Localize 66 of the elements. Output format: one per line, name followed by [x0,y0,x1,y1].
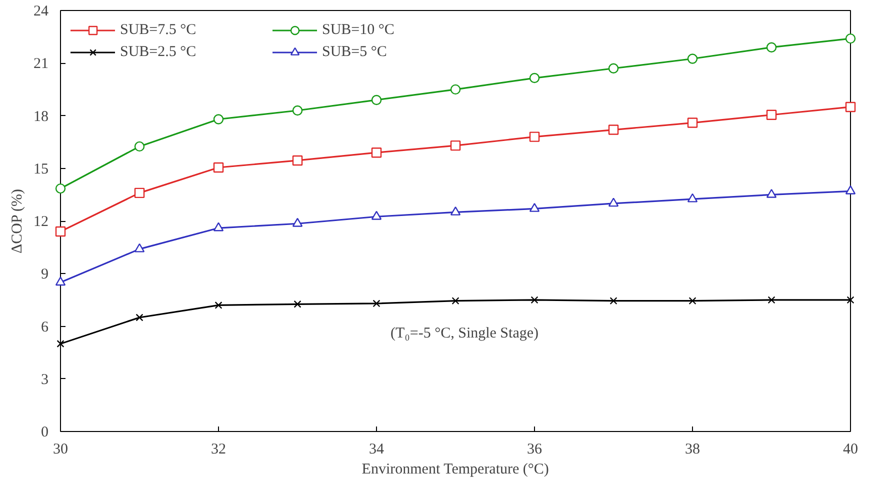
point [134,243,145,252]
point [845,33,856,44]
point [134,141,145,152]
point [845,185,856,194]
point [372,300,380,308]
point [529,202,540,212]
point [846,296,854,304]
x-tick-label: 38 [685,442,700,458]
y-tick-label: 18 [34,108,48,125]
point [608,124,619,135]
point [371,147,382,158]
x-tick-label: 32 [211,442,226,458]
point [214,301,222,309]
point [450,140,461,151]
point [136,314,144,322]
y-tick-label: 0 [41,424,48,440]
x-tick-label: 40 [843,442,858,458]
x-tick-label: 36 [527,442,542,458]
point [688,297,696,305]
point [292,105,303,116]
point [530,296,538,304]
y-tick-label: 21 [34,56,48,72]
point [687,54,698,64]
point [687,193,698,202]
point [768,296,776,304]
point [450,84,461,95]
y-tick-label: 9 [41,266,48,283]
x-tick-label: 30 [53,442,68,458]
point [56,340,64,348]
point [766,42,777,52]
point [134,188,145,198]
y-axis-title: ΔCOP (%) [10,189,26,254]
point [213,114,224,124]
y-tick-label: 3 [41,372,48,388]
point [294,300,302,308]
point [610,297,618,305]
x-axis-title: Environment Temperature (°C) [362,462,549,478]
point [213,162,224,173]
legend-label: SUB=10 °C [322,22,396,38]
point [608,63,619,74]
x-tick-label: 34 [369,442,384,458]
y-tick-label: 15 [34,161,48,178]
point [55,183,66,194]
point [371,94,382,106]
annotation: (T₀=-5 °C, Single Stage) [390,326,539,342]
point [766,188,777,198]
point [213,222,224,232]
point [371,210,382,220]
legend-label: SUB=5 °C [322,44,388,60]
legend-label: SUB=7.5 °C [120,22,198,38]
point [292,218,303,227]
point [55,226,66,237]
y-tick-label: 6 [41,319,49,336]
point [292,155,303,166]
legend-label: SUB=2.5 °C [120,44,198,60]
point [55,276,66,286]
point [452,297,460,305]
point [450,206,461,216]
y-tick-label: 24 [34,4,49,20]
y-tick-label: 12 [34,214,48,230]
point [687,118,698,128]
point [845,102,856,112]
point [529,132,540,142]
point [608,198,619,207]
point [529,72,540,84]
point [766,110,777,120]
